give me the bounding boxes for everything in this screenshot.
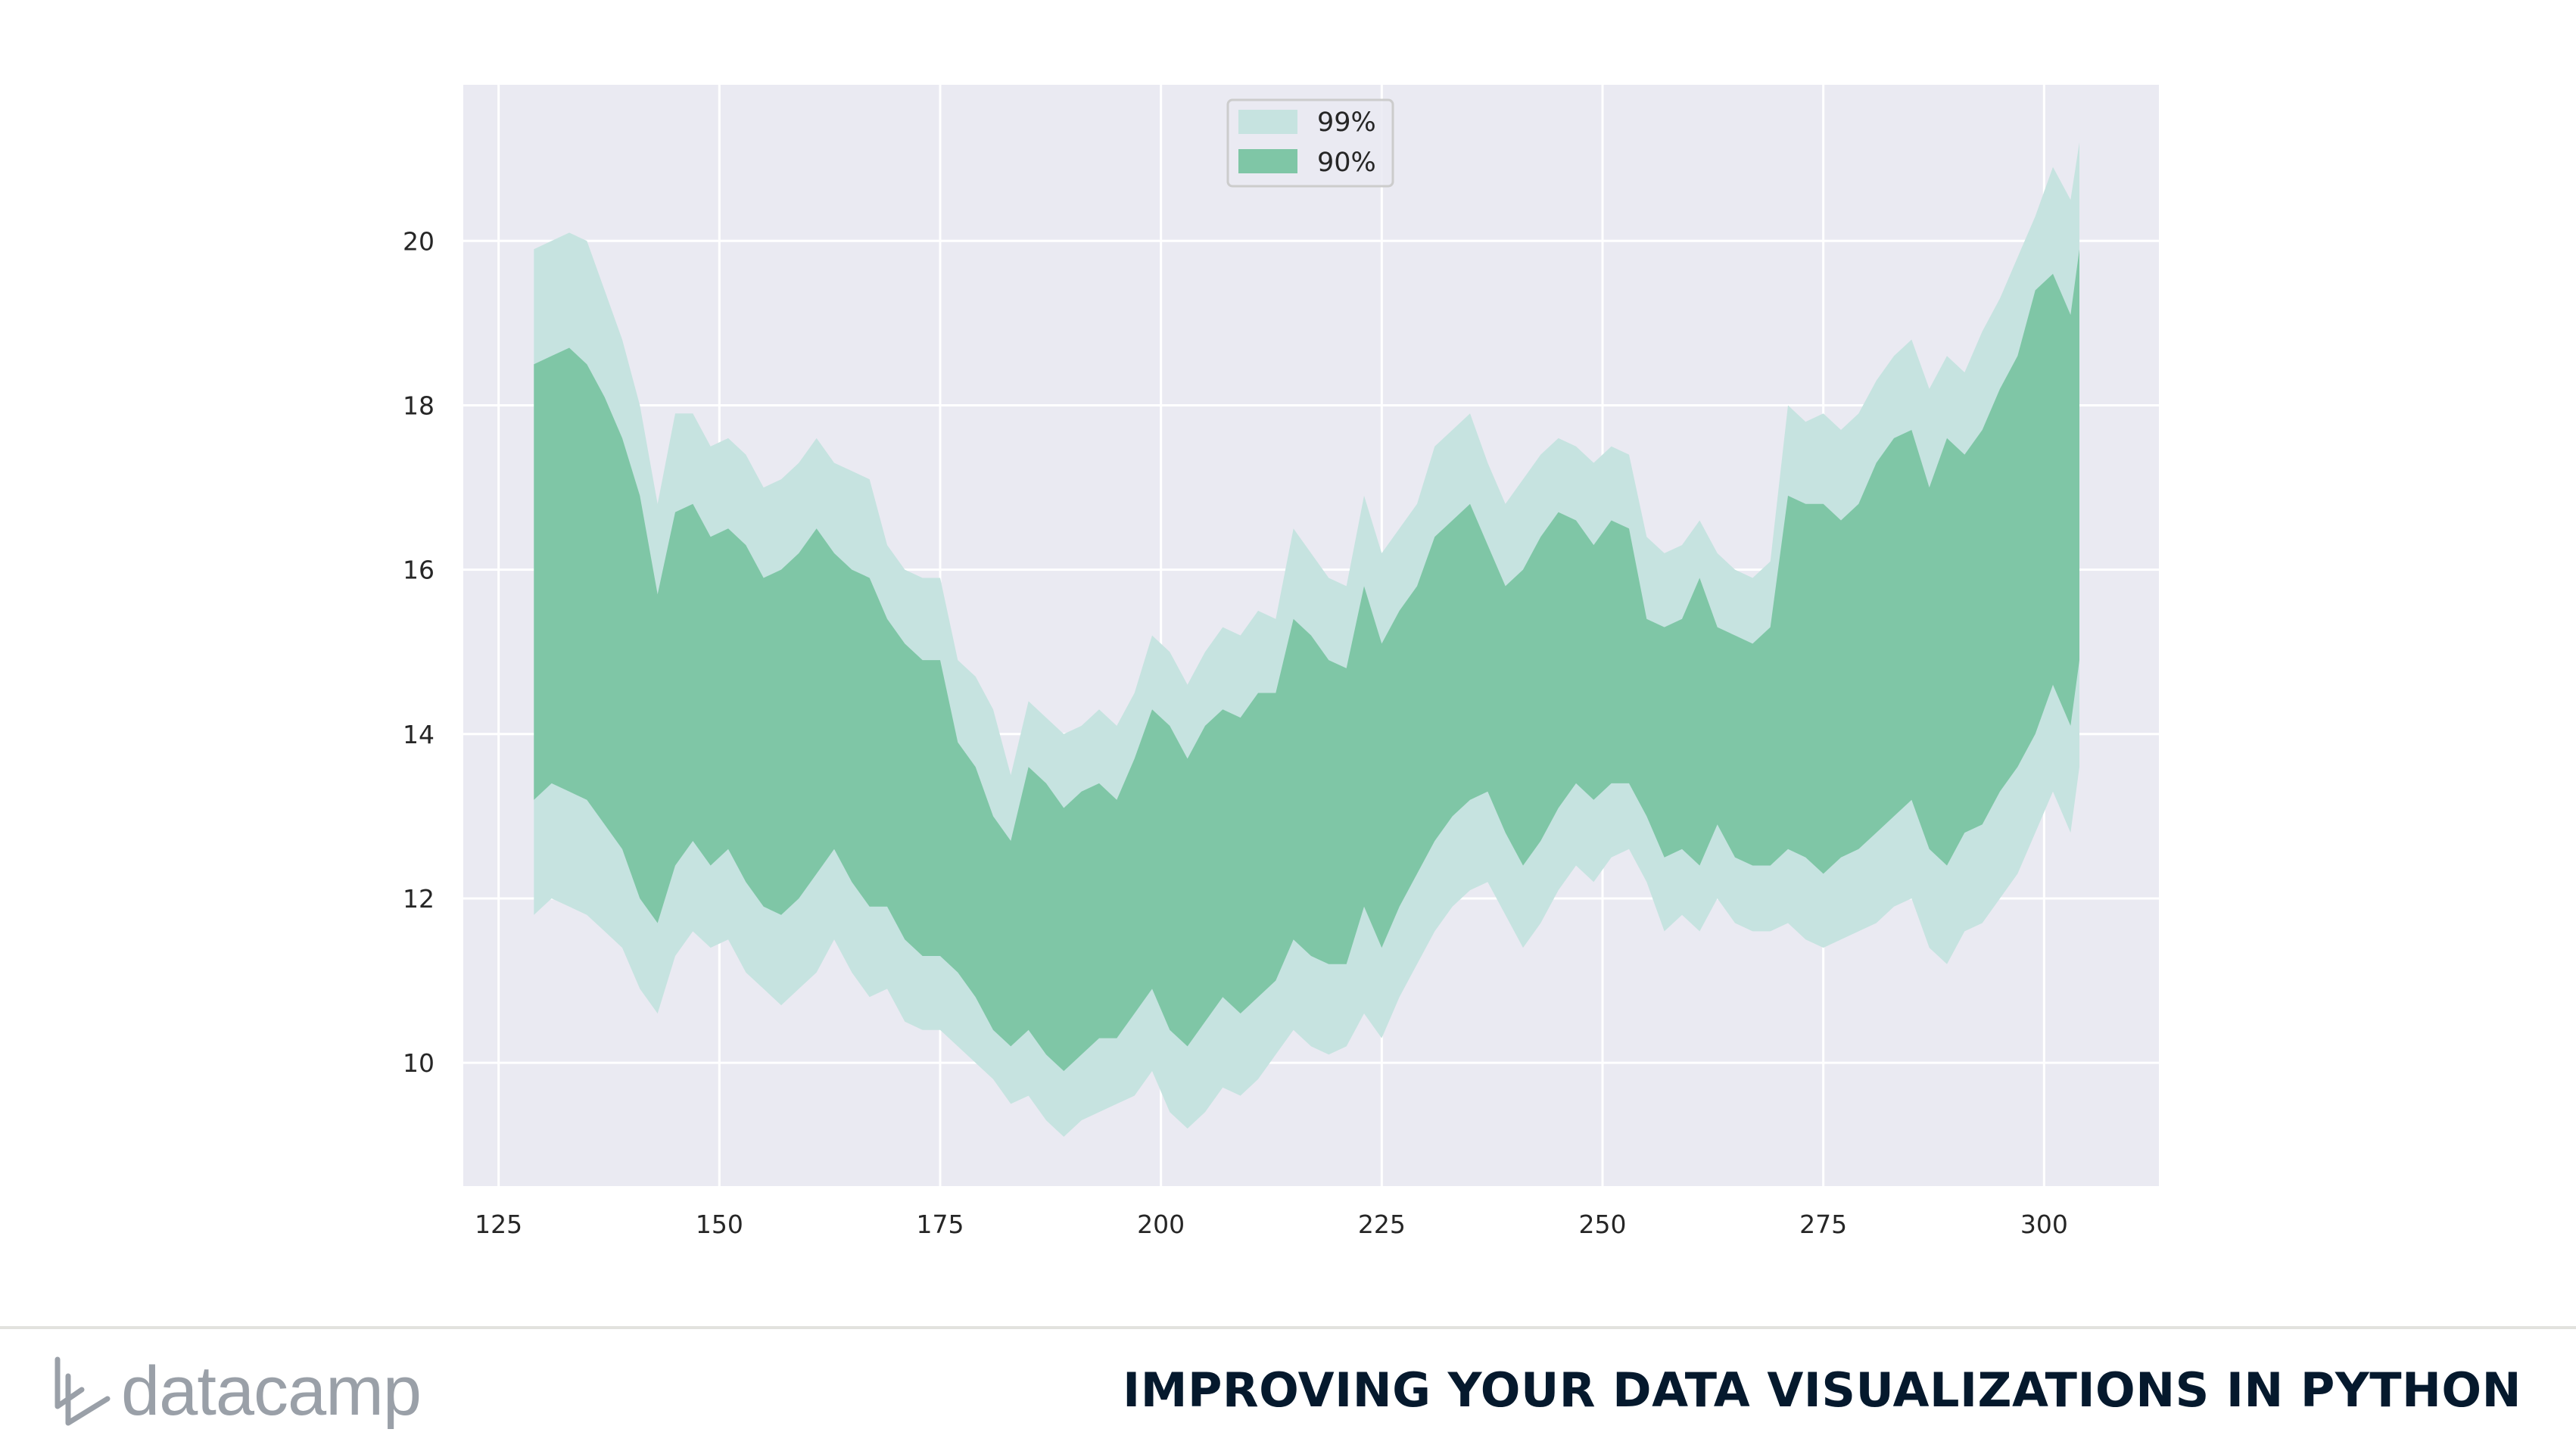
- tick-labels: 125 150 175 200 225 250 275 300 10 12 14 16 18 20: [403, 226, 2068, 1239]
- course-title: IMPROVING YOUR DATA VISUALIZATIONS IN PY…: [1123, 1362, 2521, 1418]
- legend-swatch-99: [1238, 110, 1297, 134]
- x-tick-label: 250: [1579, 1210, 1627, 1239]
- y-tick-label: 18: [403, 391, 435, 420]
- x-tick-label: 175: [917, 1210, 964, 1239]
- x-tick-label: 275: [1799, 1210, 1847, 1239]
- bands: [534, 142, 2079, 1137]
- legend: 99% 90%: [1226, 98, 1394, 188]
- y-tick-label: 10: [403, 1048, 435, 1078]
- brand-name: datacamp: [121, 1352, 422, 1430]
- y-tick-label: 12: [403, 884, 435, 914]
- legend-label-99: 99%: [1317, 107, 1376, 138]
- datacamp-mark-icon: [55, 1356, 111, 1426]
- y-tick-label: 20: [403, 226, 435, 256]
- datacamp-logo: datacamp: [51, 1350, 422, 1433]
- footer-divider: [0, 1326, 2576, 1329]
- y-tick-label: 14: [403, 720, 435, 749]
- x-tick-label: 150: [696, 1210, 743, 1239]
- legend-label-90: 90%: [1317, 148, 1376, 178]
- x-tick-label: 225: [1358, 1210, 1406, 1239]
- legend-swatch-90: [1238, 149, 1297, 173]
- x-tick-label: 200: [1137, 1210, 1185, 1239]
- x-tick-label: 300: [2020, 1210, 2068, 1239]
- band-90-percent: [534, 249, 2079, 1072]
- y-tick-label: 16: [403, 556, 435, 585]
- x-tick-label: 125: [475, 1210, 522, 1239]
